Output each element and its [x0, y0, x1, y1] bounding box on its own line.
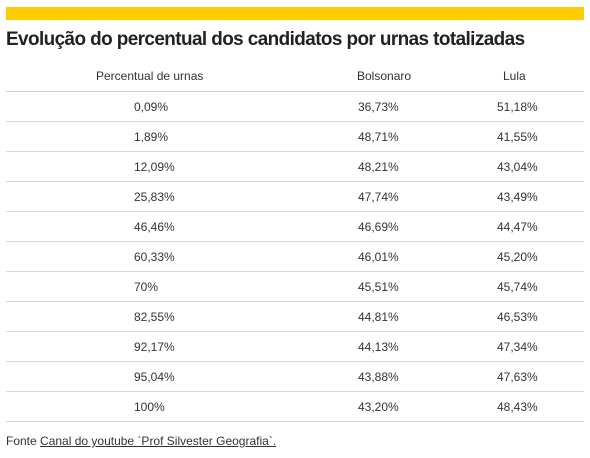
- cell-bolsonaro: 48,21%: [296, 151, 455, 182]
- cell-percentual: 60,33%: [6, 241, 296, 272]
- table-row: 46,46% 46,69% 44,47%: [6, 211, 584, 242]
- accent-top-bar: [6, 7, 584, 20]
- cell-lula: 48,43%: [455, 391, 584, 422]
- table-row: 0,09% 36,73% 51,18%: [6, 91, 584, 122]
- source-link[interactable]: Canal do youtube `Prof Silvester Geograf…: [40, 434, 277, 448]
- table-row: 1,89% 48,71% 41,55%: [6, 121, 584, 152]
- cell-lula: 51,18%: [455, 91, 584, 122]
- table-row: 92,17% 44,13% 47,34%: [6, 331, 584, 362]
- cell-lula: 47,63%: [455, 361, 584, 392]
- cell-lula: 45,20%: [455, 241, 584, 272]
- cell-lula: 47,34%: [455, 331, 584, 362]
- cell-percentual: 82,55%: [6, 301, 296, 332]
- cell-lula: 46,53%: [455, 301, 584, 332]
- cell-bolsonaro: 43,88%: [296, 361, 455, 392]
- cell-percentual: 0,09%: [6, 91, 296, 122]
- column-header-bolsonaro: Bolsonaro: [296, 60, 455, 92]
- cell-bolsonaro: 44,81%: [296, 301, 455, 332]
- cell-bolsonaro: 46,69%: [296, 211, 455, 242]
- cell-lula: 44,47%: [455, 211, 584, 242]
- cell-bolsonaro: 44,13%: [296, 331, 455, 362]
- cell-bolsonaro: 36,73%: [296, 91, 455, 122]
- source-note: Fonte Canal do youtube `Prof Silvester G…: [6, 434, 276, 448]
- cell-lula: 41,55%: [455, 121, 584, 152]
- table-row: 25,83% 47,74% 43,49%: [6, 181, 584, 212]
- cell-lula: 43,04%: [455, 151, 584, 182]
- cell-bolsonaro: 46,01%: [296, 241, 455, 272]
- cell-percentual: 95,04%: [6, 361, 296, 392]
- cell-percentual: 25,83%: [6, 181, 296, 212]
- cell-lula: 45,74%: [455, 271, 584, 302]
- cell-percentual: 1,89%: [6, 121, 296, 152]
- cell-percentual: 70%: [6, 271, 296, 302]
- table-row: 82,55% 44,81% 46,53%: [6, 301, 584, 332]
- cell-bolsonaro: 47,74%: [296, 181, 455, 212]
- table-row: 12,09% 48,21% 43,04%: [6, 151, 584, 182]
- data-table: Percentual de urnas Bolsonaro Lula 0,09%…: [6, 60, 584, 422]
- cell-percentual: 12,09%: [6, 151, 296, 182]
- source-prefix: Fonte: [6, 434, 41, 448]
- table-row: 100% 43,20% 48,43%: [6, 391, 584, 422]
- table-row: 95,04% 43,88% 47,63%: [6, 361, 584, 392]
- column-header-percentual: Percentual de urnas: [6, 60, 296, 92]
- cell-bolsonaro: 45,51%: [296, 271, 455, 302]
- chart-title: Evolução do percentual dos candidatos po…: [6, 28, 525, 50]
- cell-percentual: 100%: [6, 391, 296, 422]
- cell-bolsonaro: 43,20%: [296, 391, 455, 422]
- cell-percentual: 46,46%: [6, 211, 296, 242]
- cell-percentual: 92,17%: [6, 331, 296, 362]
- table-row: 60,33% 46,01% 45,20%: [6, 241, 584, 272]
- column-header-lula: Lula: [455, 60, 584, 92]
- table-header-row: Percentual de urnas Bolsonaro Lula: [6, 60, 584, 92]
- table-row: 70% 45,51% 45,74%: [6, 271, 584, 302]
- cell-bolsonaro: 48,71%: [296, 121, 455, 152]
- cell-lula: 43,49%: [455, 181, 584, 212]
- table-body: 0,09% 36,73% 51,18% 1,89% 48,71% 41,55% 12,09%…: [6, 91, 584, 422]
